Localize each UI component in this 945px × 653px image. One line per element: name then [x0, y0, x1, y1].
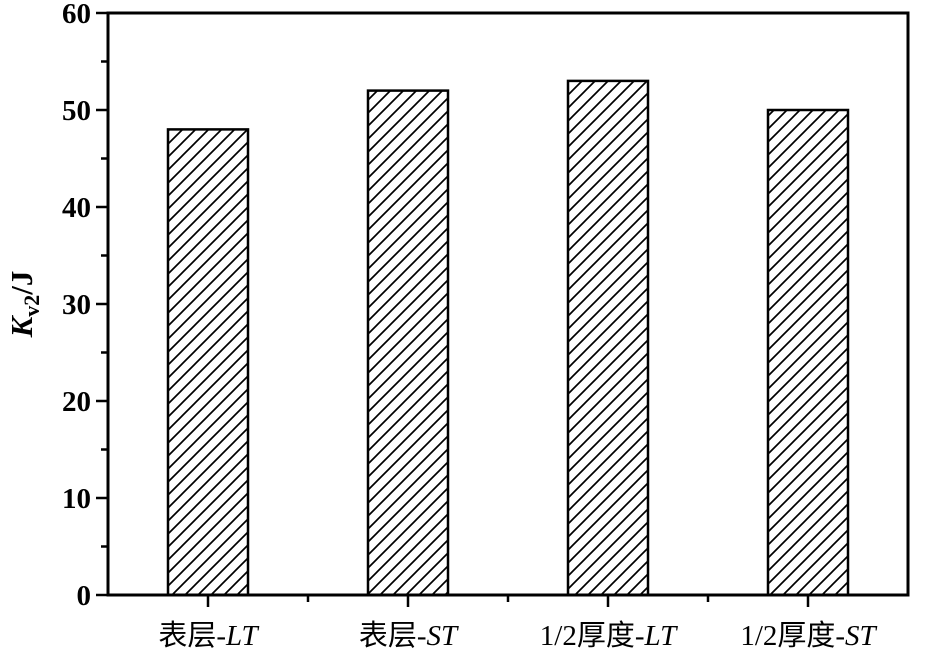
y-tick-label: 60 [62, 0, 91, 30]
bar-1 [166, 128, 250, 597]
x-tick-label: 1/2厚度-ST [740, 619, 877, 652]
bar-3 [566, 79, 650, 597]
y-tick-label: 0 [77, 580, 92, 612]
y-tick-label: 40 [62, 192, 91, 224]
y-tick-label: 50 [62, 95, 91, 127]
x-tick-label: 表层-ST [359, 619, 459, 652]
y-tick-label: 30 [62, 289, 91, 321]
x-tick-label: 表层-LT [158, 619, 259, 652]
y-axis-title: Kv2/J [4, 271, 44, 339]
y-tick-label: 20 [62, 386, 91, 418]
bar-2 [366, 89, 450, 597]
x-tick-label: 1/2厚度-LT [540, 619, 678, 652]
bar-4 [766, 108, 850, 597]
y-tick-label: 10 [62, 483, 91, 515]
